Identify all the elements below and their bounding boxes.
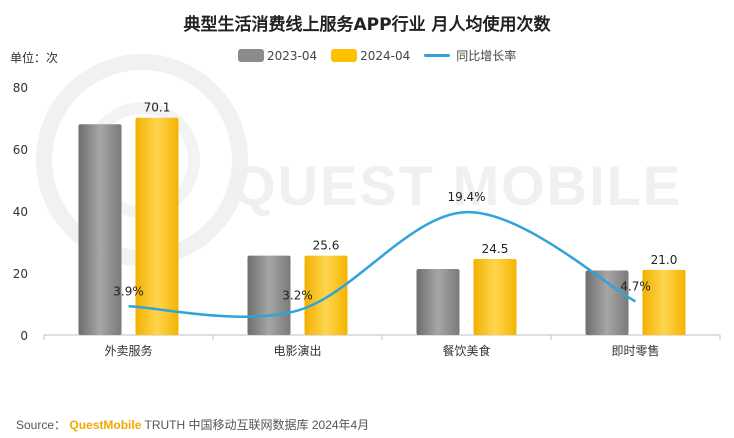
legend: 2023-04 2024-04 同比增长率 [238, 47, 530, 64]
source-brand: QuestMobile [69, 418, 142, 432]
x-tick-label: 即时零售 [611, 343, 659, 358]
legend-swatch-growth [424, 54, 451, 57]
bar-label-2024: 21.0 [651, 253, 678, 267]
bar-label-2024: 24.5 [482, 242, 509, 256]
bar-2024 [473, 259, 517, 335]
bar-2023 [585, 270, 629, 335]
y-tick-label: 20 [13, 267, 28, 281]
watermark-text: QUEST MOBILE [232, 154, 682, 217]
bar-2024 [135, 117, 179, 335]
legend-label-2024: 2024-04 [360, 48, 411, 63]
x-tick-label: 外卖服务 [104, 343, 152, 358]
source-suffix: TRUTH 中国移动互联网数据库 2024年4月 [144, 418, 370, 432]
source-prefix: Source： [16, 418, 67, 432]
x-tick-label: 餐饮美食 [442, 343, 490, 358]
chart-canvas: QUEST MOBILE 0 20 40 60 80 外卖服务 电影演出 餐饮美食 即时零售 7… [13, 54, 721, 358]
y-tick-label: 60 [13, 143, 28, 157]
growth-label: 19.4% [447, 190, 485, 204]
legend-label-2023: 2023-04 [267, 48, 318, 63]
growth-line [128, 210, 637, 318]
legend-item-2024: 2024-04 [331, 49, 410, 63]
bar-label-2024: 70.1 [144, 101, 171, 115]
bar-2024 [642, 269, 686, 335]
unit-label: 单位：次 [10, 51, 59, 65]
legend-item-growth: 同比增长率 [424, 47, 516, 64]
legend-label-growth: 同比增长率 [456, 49, 517, 63]
x-tick-label: 电影演出 [273, 343, 321, 358]
growth-label: 3.9% [113, 284, 144, 298]
bar-label-2024: 25.6 [313, 239, 340, 253]
y-tick-label: 80 [13, 81, 28, 95]
source-note: Source： QuestMobile TRUTH 中国移动互联网数据库 202… [16, 416, 369, 433]
bar-2023 [78, 124, 122, 335]
y-tick-label: 0 [20, 329, 28, 343]
legend-item-2023: 2023-04 [238, 49, 317, 63]
legend-swatch-2024 [331, 49, 358, 62]
growth-label: 3.2% [282, 289, 313, 303]
chart-title: 典型生活消费线上服务APP行业 月人均使用次数 [183, 15, 551, 35]
growth-label: 4.7% [620, 279, 651, 293]
legend-swatch-2023 [238, 49, 264, 62]
y-tick-label: 40 [13, 205, 28, 219]
bar-2023 [416, 268, 460, 335]
bar-2024 [304, 255, 348, 335]
